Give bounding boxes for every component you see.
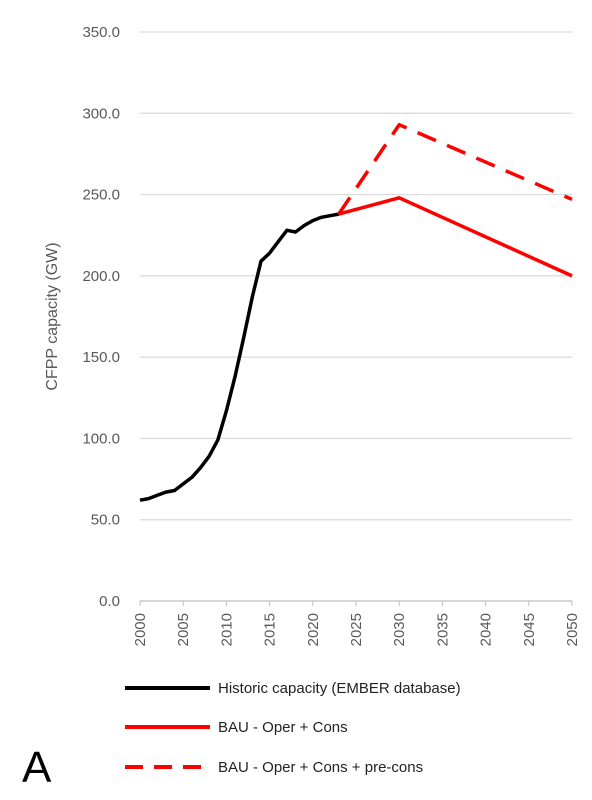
x-tick-label: 2010	[218, 613, 235, 646]
y-axis-title: CFPP capacity (GW)	[44, 242, 61, 390]
x-tick-label: 2000	[132, 613, 149, 646]
y-tick-label: 350.0	[82, 24, 120, 41]
legend-label: BAU - Oper + Cons	[218, 719, 348, 736]
x-tick-label: 2045	[521, 613, 538, 646]
y-tick-label: 150.0	[82, 349, 120, 366]
y-tick-label: 300.0	[82, 105, 120, 122]
y-tick-label: 0.0	[99, 593, 120, 610]
y-tick-label: 200.0	[82, 268, 120, 285]
x-tick-label: 2025	[348, 613, 365, 646]
panel-label: A	[22, 743, 52, 792]
x-tick-label: 2050	[564, 613, 581, 646]
series-lines	[139, 122, 573, 502]
x-tick-label: 2030	[391, 613, 408, 646]
x-tick-label: 2040	[478, 613, 495, 646]
legend-label: BAU - Oper + Cons + pre-cons	[218, 759, 423, 776]
series-line	[337, 122, 573, 216]
series-line	[139, 212, 340, 502]
y-tick-label: 100.0	[82, 430, 120, 447]
x-tick-label: 2015	[262, 613, 279, 646]
x-tick-label: 2020	[305, 613, 322, 646]
grid-lines	[139, 31, 573, 606]
y-tick-label: 50.0	[91, 512, 120, 529]
x-tick-label: 2035	[434, 613, 451, 646]
x-axis-ticks: 2000 2005 2010 2015 2020 2025 2030 2035 2040 2045…	[132, 613, 581, 646]
y-axis-ticks: 0.0 50.0 100.0 150.0 200.0 250.0 300.0 350.0	[82, 24, 120, 610]
legend-label: Historic capacity (EMBER database)	[218, 680, 461, 697]
legend: Historic capacity (EMBER database) BAU - …	[125, 680, 461, 776]
series-line	[338, 196, 573, 278]
y-tick-label: 250.0	[82, 187, 120, 204]
x-tick-label: 2005	[175, 613, 192, 646]
